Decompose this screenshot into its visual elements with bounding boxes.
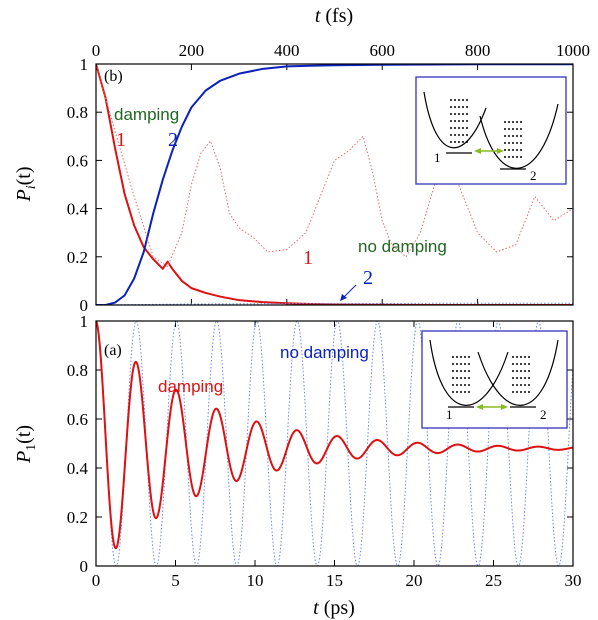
- bottom-y-tick-label: 0: [80, 557, 89, 576]
- top-y-tick-label: 0.8: [67, 103, 88, 122]
- bottom-y-tick-label: 0.4: [67, 459, 89, 478]
- top-x-tick-label: 1000: [556, 41, 590, 60]
- top-no-damping-label: no damping: [358, 237, 447, 256]
- bottom-panel-tick-labels: 0 5 10 15 20 25 30 0 0.2 0.4 0.6 0.8 1: [67, 312, 582, 590]
- bottom-x-tick-label: 5: [171, 571, 180, 590]
- bottom-x-tick-label: 25: [485, 571, 502, 590]
- top-series-dotted-blue-line: [96, 302, 573, 305]
- top-x-axis-label: t (fs): [315, 5, 353, 27]
- top-inset-label-1: 1: [434, 150, 441, 165]
- top-x-tick-label: 0: [92, 41, 101, 60]
- top-x-tick-label: 200: [179, 41, 205, 60]
- top-inset-coupling-arrow: [474, 148, 504, 154]
- panel-top-chart: 0 200 400 600 800 1000 0 0.2 0.4 0.6 0.8 1 t (fs) P…: [13, 5, 590, 315]
- bottom-panel-frame: [95, 320, 574, 567]
- bottom-inset: 1 2: [421, 330, 568, 429]
- top-y-tick-label: 1: [80, 55, 89, 74]
- top-y-tick-label: 0: [80, 296, 89, 315]
- top-panel-tick-labels: 0 200 400 600 800 1000 0 0.2 0.4 0.6 0.8 1: [67, 41, 590, 315]
- bottom-inset-well-1: [429, 339, 509, 406]
- top-inset-label-2: 2: [530, 168, 537, 183]
- top-inset-well-2: [479, 103, 559, 169]
- top-y-tick-label: 0.2: [67, 248, 88, 267]
- bottom-y-axis-label: P1(t): [13, 425, 39, 464]
- bottom-inset-frame: [421, 330, 568, 429]
- bottom-x-tick-label: 15: [326, 571, 343, 590]
- bottom-x-tick-label: 20: [406, 571, 423, 590]
- top-curve1-damped-label: 1: [116, 129, 126, 151]
- bottom-series-damping-line: [96, 321, 573, 550]
- bottom-damping-label: damping: [158, 377, 223, 396]
- top-inset-levels-2: [500, 121, 526, 170]
- bottom-x-tick-label: 0: [92, 571, 101, 590]
- bottom-x-tick-label: 30: [565, 571, 582, 590]
- top-y-tick-label: 0.6: [67, 151, 88, 170]
- top-panel-tag: (b): [104, 68, 123, 85]
- top-panel-frame: [95, 63, 574, 306]
- bottom-y-tick-label: 0.6: [67, 410, 88, 429]
- bottom-inset-label-2: 2: [540, 407, 547, 422]
- top-inset-levels-1: [446, 99, 472, 154]
- top-x-tick-label: 800: [465, 41, 491, 60]
- top-curve1-undamped-label: 1: [303, 247, 313, 269]
- top-x-tick-label: 400: [274, 41, 300, 60]
- bottom-inset-label-1: 1: [446, 407, 453, 422]
- bottom-inset-levels-1: [448, 356, 474, 408]
- bottom-y-tick-label: 0.8: [67, 361, 88, 380]
- bottom-no-damping-label: no damping: [280, 343, 369, 362]
- top-curve2-damped-label: 2: [168, 129, 178, 151]
- top-curve2-undamped-label: 2: [363, 267, 373, 289]
- bottom-y-tick-label: 0.2: [67, 508, 88, 527]
- top-y-tick-label: 0.4: [67, 200, 89, 219]
- bottom-panel-series: [96, 321, 573, 566]
- bottom-x-axis-label: t (ps): [313, 597, 355, 619]
- top-inset-well-1: [423, 91, 487, 149]
- bottom-panel-tag: (a): [104, 342, 122, 359]
- bottom-y-tick-label: 1: [80, 312, 89, 331]
- top-curve2-arrow: [340, 284, 357, 301]
- bottom-inset-levels-2: [510, 356, 536, 408]
- top-series-dotted-red-line: [96, 64, 573, 267]
- top-x-tick-label: 600: [369, 41, 395, 60]
- top-inset-frame: [415, 76, 567, 185]
- bottom-x-tick-label: 10: [247, 571, 264, 590]
- top-y-axis-label: Pi(t): [13, 167, 39, 203]
- top-series-solid-blue-line: [96, 64, 573, 305]
- bottom-series-no-damping-line: [96, 321, 573, 566]
- top-inset: 1 2: [415, 76, 567, 185]
- bottom-inset-coupling-arrow: [476, 404, 508, 410]
- bottom-inset-well-2: [477, 339, 559, 406]
- top-damping-label: damping: [114, 105, 179, 124]
